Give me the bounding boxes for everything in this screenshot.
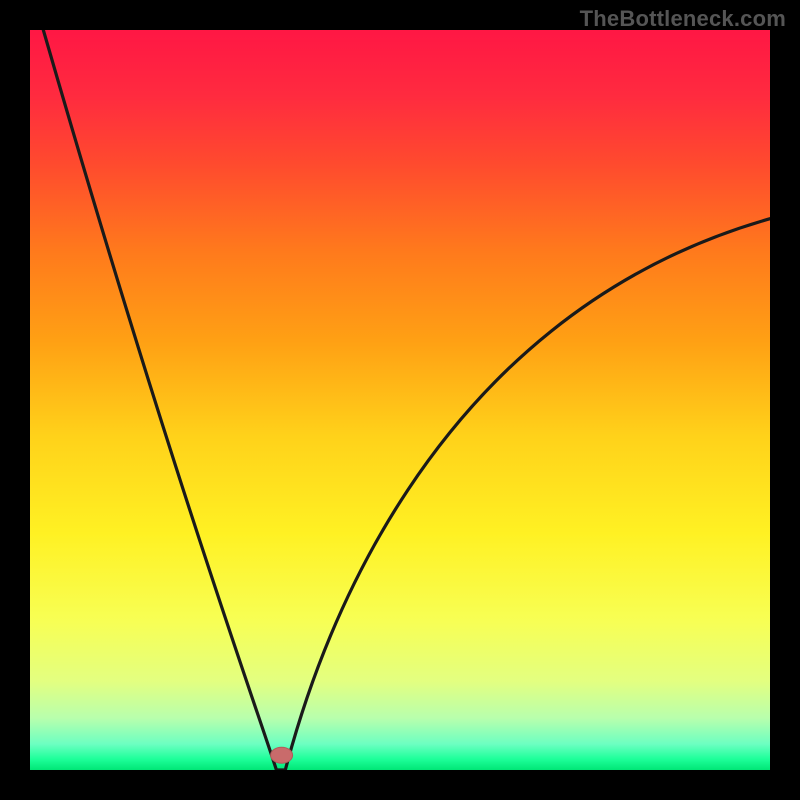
gradient-background: [30, 30, 770, 770]
minimum-marker: [271, 747, 293, 763]
watermark-text: TheBottleneck.com: [580, 6, 786, 32]
plot-svg: [30, 30, 770, 770]
plot-area: [30, 30, 770, 770]
